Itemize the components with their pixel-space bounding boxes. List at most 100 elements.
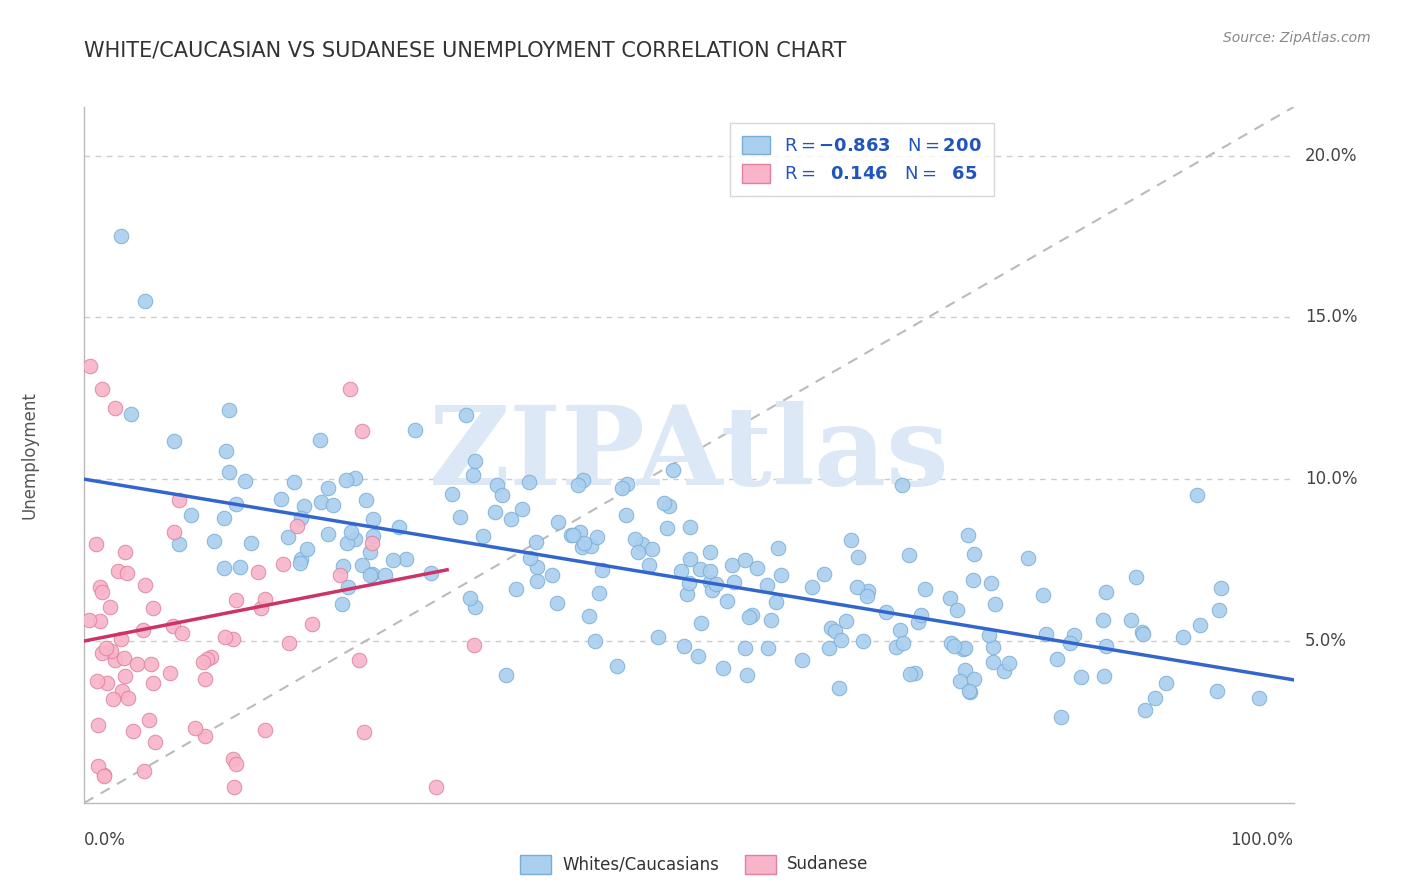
Point xyxy=(963,547,986,561)
Point xyxy=(222,632,245,647)
Point xyxy=(1185,488,1208,502)
Point xyxy=(914,582,936,596)
Point xyxy=(134,764,156,779)
Point xyxy=(464,600,486,615)
Point xyxy=(1133,703,1156,717)
Point xyxy=(91,382,114,396)
Point xyxy=(981,655,1004,669)
Point xyxy=(737,668,759,682)
Point xyxy=(107,564,129,578)
Point xyxy=(957,527,980,541)
Point xyxy=(98,600,121,615)
Point xyxy=(979,628,1001,642)
Point xyxy=(765,595,787,609)
Point xyxy=(361,536,384,550)
Point xyxy=(335,474,357,488)
Point xyxy=(858,584,880,599)
Point xyxy=(193,655,215,669)
Point xyxy=(292,499,315,513)
Point xyxy=(115,566,138,581)
Point xyxy=(959,684,981,698)
Point xyxy=(361,567,384,582)
Point xyxy=(561,527,583,541)
Point xyxy=(939,636,962,650)
Point xyxy=(142,600,165,615)
Point xyxy=(112,651,135,665)
Point xyxy=(700,582,723,597)
Point xyxy=(652,496,675,510)
Text: Unemployment: Unemployment xyxy=(21,391,39,519)
Point xyxy=(91,585,114,599)
Point xyxy=(139,657,162,671)
Point xyxy=(134,578,156,592)
Point xyxy=(138,713,160,727)
Point xyxy=(571,540,593,554)
Point xyxy=(1070,670,1092,684)
Point xyxy=(547,515,569,529)
Point xyxy=(464,454,486,468)
Point xyxy=(162,434,184,449)
Point xyxy=(962,574,984,588)
Point xyxy=(678,576,700,591)
Point xyxy=(1247,691,1270,706)
Point xyxy=(316,481,339,495)
Point xyxy=(225,497,247,511)
Point xyxy=(253,723,276,737)
Point xyxy=(132,623,155,637)
Point xyxy=(94,640,117,655)
Point xyxy=(623,532,645,546)
Point xyxy=(330,597,353,611)
Point xyxy=(631,536,654,550)
Point xyxy=(756,640,779,655)
Point xyxy=(704,576,727,591)
Point xyxy=(183,721,205,735)
Point xyxy=(222,751,245,765)
Point xyxy=(101,691,124,706)
Point xyxy=(454,409,477,423)
Point xyxy=(1063,627,1085,641)
Point xyxy=(87,758,110,772)
Point xyxy=(90,646,112,660)
Point xyxy=(214,511,236,525)
Point xyxy=(641,542,664,557)
Point xyxy=(1130,624,1153,639)
Point xyxy=(572,536,595,550)
Point xyxy=(679,551,702,566)
Point xyxy=(336,535,359,549)
Point xyxy=(591,563,613,577)
Point xyxy=(86,674,108,689)
Point xyxy=(79,359,101,373)
Point xyxy=(716,594,738,608)
Point xyxy=(180,508,202,523)
Point xyxy=(658,499,681,513)
Point xyxy=(1132,627,1154,641)
Point xyxy=(120,407,142,421)
Text: ZIPAtlas: ZIPAtlas xyxy=(429,401,949,508)
Point xyxy=(813,567,835,582)
Point xyxy=(578,609,600,624)
Point xyxy=(163,524,186,539)
Point xyxy=(891,478,914,492)
Point xyxy=(856,589,879,603)
Point xyxy=(167,492,190,507)
Point xyxy=(852,634,875,648)
Point xyxy=(889,623,911,637)
Point xyxy=(200,650,222,665)
Text: Sudanese: Sudanese xyxy=(787,855,869,873)
Point xyxy=(212,561,235,575)
Point xyxy=(588,585,610,599)
Point xyxy=(510,502,533,516)
Point xyxy=(495,668,517,682)
Point xyxy=(801,580,824,594)
Point xyxy=(699,564,721,578)
Point xyxy=(910,608,932,623)
Point xyxy=(440,487,463,501)
Point xyxy=(419,566,441,581)
Point xyxy=(270,491,292,506)
Text: 20.0%: 20.0% xyxy=(1305,146,1357,165)
Point xyxy=(738,610,761,624)
Point xyxy=(1144,691,1167,706)
Point xyxy=(1035,626,1057,640)
Point xyxy=(949,673,972,688)
Point xyxy=(689,562,711,576)
